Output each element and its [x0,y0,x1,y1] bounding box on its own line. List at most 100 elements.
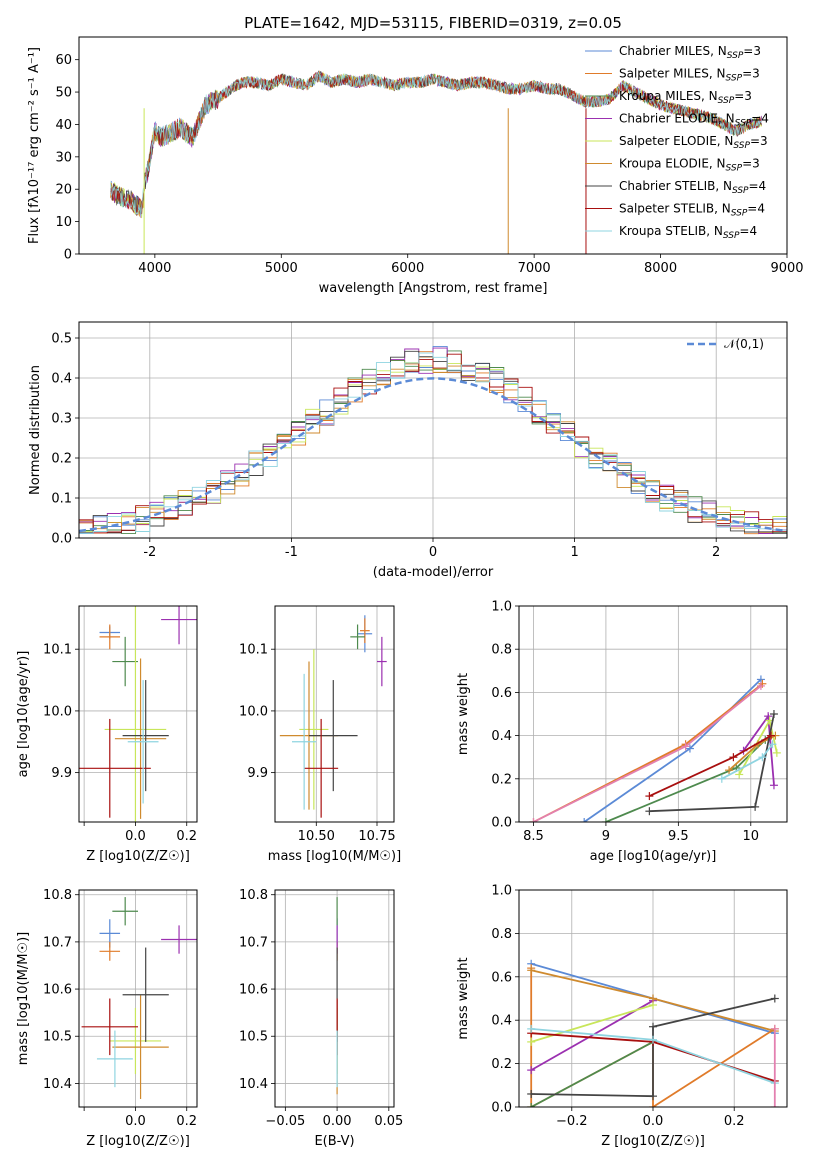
weight-marker [681,742,690,751]
axes-frame [78,605,198,823]
x-tick-label: 10.75 [358,829,395,844]
weight-line [531,997,776,1098]
legend-entry: 𝒩(0,1) [724,337,764,351]
panel-weight-z: −0.2 0.0 0.2 0.0 0.2 0.4 0.6 0.8 1.0 Z [log10(Z/Z… [456,884,788,1149]
y-tick-label: 10.8 [43,888,72,903]
y-tick-label: 0.6 [491,970,512,985]
x-tick-label: -2 [143,545,156,560]
weight-marker [770,1024,779,1033]
x-tick-label: 0.0 [125,1114,146,1129]
gaussian-curve [79,377,787,533]
legend-entry: Salpeter MILES, NSSP=3 [619,67,760,84]
error-point [309,680,358,792]
weight-marker [649,1092,657,1101]
weight-line [649,734,772,797]
y-tick-label: 10.5 [43,1030,72,1045]
error-point [122,680,169,792]
x-tick-label: 0.0 [125,829,146,844]
y-tick-label: 0.0 [51,532,72,547]
x-axis-label: E(B-V) [314,1134,354,1149]
weight-marker [764,712,773,721]
x-tick-label: 1 [570,545,578,560]
y-tick-label: 30 [55,150,72,165]
weight-line [533,683,763,822]
x-tick-label: 0 [429,545,437,560]
x-tick-label: 5000 [265,261,298,276]
y-tick-label: 0.2 [491,1057,512,1072]
x-tick-label: 10 [743,829,760,844]
y-axis-label: Normed distribution [28,365,43,495]
y-tick-label: 1.0 [491,884,512,899]
y-tick-label: 0.5 [51,332,72,347]
error-point [112,897,138,926]
x-tick-label: −0.2 [556,1114,588,1129]
weight-marker [527,1037,536,1046]
x-tick-label: 0.0 [643,1114,664,1129]
error-point [79,718,151,818]
error-point [360,618,370,644]
weight-marker [769,781,778,790]
panel-residuals: 𝒩(0,1) -2 -1 0 1 2 0.0 0.1 0.2 0.3 0.4 0.5 (data-mod… [28,321,788,580]
x-tick-label: 0.2 [176,1114,197,1129]
weight-marker [767,731,776,740]
error-point [350,624,365,650]
x-tick-label: 10.50 [298,829,335,844]
spectrum-line [110,71,762,217]
weight-marker [649,994,657,1003]
x-tick-label: 9 [602,829,610,844]
panel-mass-ebv: −0.05 0.00 0.05 10.4 10.5 10.6 10.7 10.8 E(B-V) [239,888,403,1149]
y-tick-label: 10.6 [43,983,72,998]
weight-marker [717,774,726,783]
histogram-step [79,353,787,534]
y-tick-label: 0.4 [491,1014,512,1029]
weight-marker [527,1103,536,1107]
y-tick-label: 10.4 [43,1077,72,1092]
x-tick-label: 8.5 [523,829,544,844]
plot-area [110,70,762,254]
x-axis-label: Z [log10(Z/Z☉)] [601,1134,705,1149]
legend-entry: Kroupa MILES, NSSP=3 [619,89,752,106]
error-point [114,658,167,819]
x-tick-label: 4000 [138,261,171,276]
error-point [161,925,197,954]
panel-age-z: 0.0 0.2 9.9 10.0 10.1 Z [log10(Z/Z☉)] age [log… [16,605,198,864]
y-axis-label: mass weight [456,957,471,1039]
plot-area [527,959,779,1107]
y-tick-label: 0.2 [51,452,72,467]
y-tick-label: 0.2 [491,772,512,787]
y-tick-label: 0.8 [491,643,512,658]
plot-area [529,675,781,822]
legend-entry: Chabrier STELIB, NSSP=4 [619,179,766,196]
legend-entry: Chabrier MILES, NSSP=3 [619,44,761,61]
x-tick-label: 2 [712,545,720,560]
y-tick-label: 10.6 [239,983,268,998]
y-tick-label: 10.5 [239,1030,268,1045]
y-tick-label: 0.4 [491,729,512,744]
weight-line [530,1004,654,1043]
error-point [122,947,169,1042]
x-tick-label: 6000 [391,261,424,276]
y-tick-label: 9.9 [247,766,268,781]
y-tick-label: 20 [55,183,72,198]
axes-frame [274,605,395,823]
weight-marker [580,818,589,822]
error-point [304,718,339,818]
y-tick-label: 10.1 [239,643,268,658]
y-tick-label: 10 [55,215,72,230]
weight-marker [751,802,760,811]
x-axis-label: wavelength [Angstrom, rest frame] [319,281,548,296]
weight-marker [529,818,538,822]
weight-marker [601,818,610,822]
plot-area [79,345,787,535]
weight-marker [769,710,778,718]
weight-marker [649,1103,657,1107]
weight-marker [729,753,738,762]
y-tick-label: 0.6 [491,686,512,701]
error-point [99,624,121,650]
error-point [112,636,138,687]
x-tick-label: −0.05 [265,1114,305,1129]
axes-frame [78,889,198,1108]
y-tick-label: 1.0 [491,600,512,615]
y-tick-label: 0.4 [51,372,72,387]
